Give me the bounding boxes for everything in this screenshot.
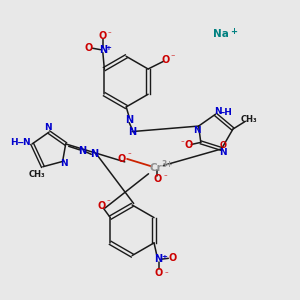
- Text: N: N: [128, 127, 136, 136]
- Text: O: O: [154, 268, 163, 278]
- Text: ‒H: ‒H: [219, 108, 233, 117]
- Text: N: N: [60, 159, 68, 168]
- Text: N: N: [219, 148, 227, 157]
- Text: N: N: [78, 146, 86, 156]
- Text: N: N: [125, 115, 133, 125]
- Text: O: O: [220, 141, 226, 150]
- Text: O: O: [185, 140, 193, 150]
- Text: ⁻: ⁻: [107, 199, 111, 205]
- Text: ⁻: ⁻: [170, 52, 175, 62]
- Text: +: +: [105, 45, 111, 51]
- Text: O: O: [97, 201, 106, 211]
- Text: O: O: [162, 55, 170, 65]
- Text: +: +: [230, 27, 237, 36]
- Text: ⁻: ⁻: [164, 175, 168, 181]
- Text: CH₃: CH₃: [241, 115, 258, 124]
- Text: ⁻: ⁻: [127, 152, 131, 158]
- Text: N: N: [90, 149, 98, 159]
- Text: N: N: [193, 126, 201, 135]
- Text: O: O: [99, 31, 107, 41]
- Text: 3+: 3+: [161, 160, 173, 169]
- Text: N: N: [44, 123, 52, 132]
- Text: N: N: [154, 254, 163, 264]
- Text: N: N: [214, 107, 222, 116]
- Text: O: O: [168, 253, 177, 263]
- Text: Cr: Cr: [150, 163, 162, 173]
- Text: CH₃: CH₃: [28, 170, 45, 179]
- Text: H‒: H‒: [11, 138, 24, 147]
- Text: ⁻: ⁻: [164, 271, 168, 277]
- Text: O: O: [85, 43, 93, 53]
- Text: O: O: [153, 174, 162, 184]
- Text: N: N: [22, 138, 30, 147]
- Text: +: +: [161, 254, 167, 260]
- Text: ⁻: ⁻: [181, 140, 184, 146]
- Text: Na: Na: [213, 29, 229, 39]
- Text: ⁻: ⁻: [107, 31, 111, 37]
- Text: N: N: [99, 45, 107, 55]
- Text: O: O: [118, 154, 126, 164]
